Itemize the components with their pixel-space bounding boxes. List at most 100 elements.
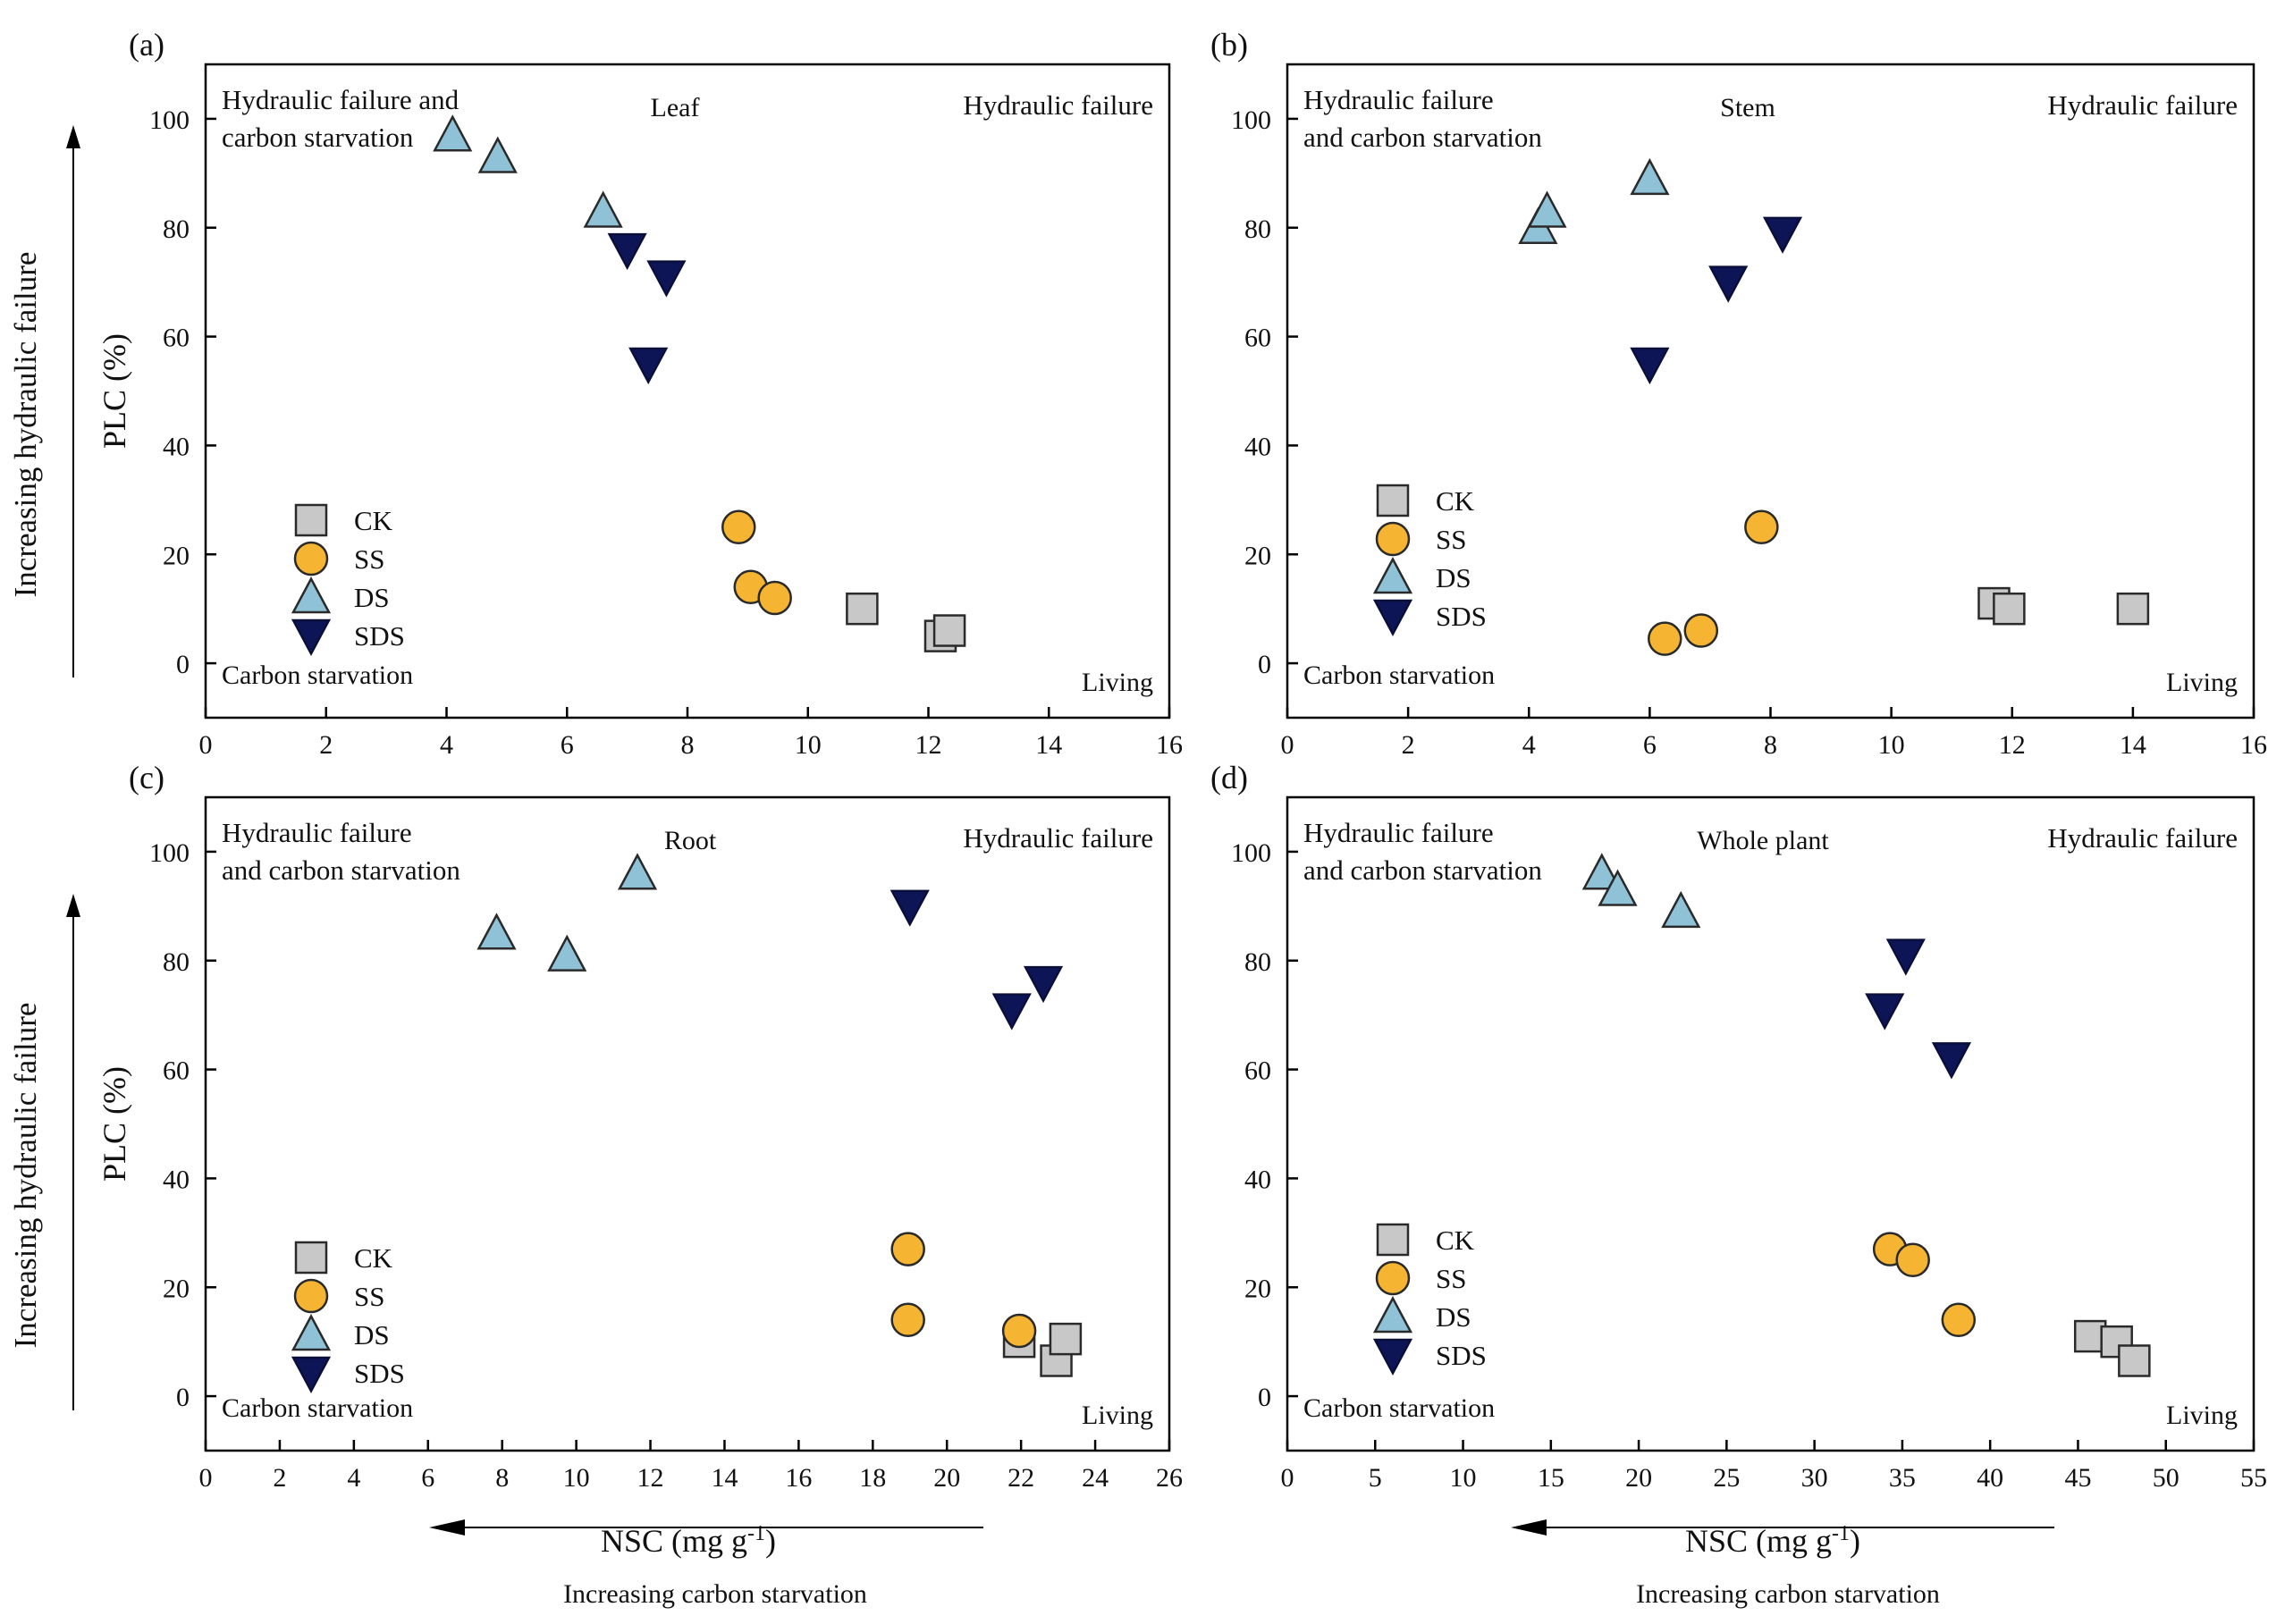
series-ds bbox=[476, 853, 658, 972]
hydraulic-failure-arrow-head bbox=[66, 894, 80, 917]
y-tick-label: 80 bbox=[163, 215, 190, 244]
legend-label-ck: CK bbox=[1436, 1224, 1475, 1256]
legend-label-ck: CK bbox=[354, 505, 393, 536]
data-point-ck bbox=[2118, 1344, 2151, 1377]
legend-marker-ss bbox=[1375, 521, 1411, 557]
quadrant-label-top-left: Hydraulic failure bbox=[1303, 817, 1494, 848]
panel-label: (c) bbox=[129, 760, 164, 795]
data-point-sds bbox=[1885, 938, 1926, 976]
y-tick-label: 100 bbox=[149, 105, 190, 135]
data-point-ck bbox=[1049, 1322, 1083, 1356]
quadrant-label-top-left-line2: and carbon starvation bbox=[222, 854, 460, 886]
panel-title: Leaf bbox=[651, 93, 700, 122]
legend-label-ds: DS bbox=[1436, 562, 1471, 593]
legend-marker-ds bbox=[291, 1313, 332, 1351]
series-ck bbox=[846, 592, 966, 652]
y-tick-label: 40 bbox=[1244, 432, 1271, 461]
y-tick-label: 100 bbox=[149, 838, 190, 868]
quadrant-label-bottom-right: Living bbox=[2166, 1401, 2238, 1430]
legend-label-sds: SDS bbox=[1436, 1340, 1487, 1371]
x-tick-label: 35 bbox=[1889, 1463, 1916, 1493]
series-sds bbox=[1630, 216, 1803, 385]
data-point-ss bbox=[757, 580, 792, 616]
x-tick-label: 10 bbox=[563, 1463, 590, 1493]
y-tick-label: 20 bbox=[163, 541, 190, 570]
data-point-sds bbox=[1865, 993, 1905, 1031]
carbon-starvation-axis-label: Increasing carbon starvation bbox=[563, 1579, 867, 1609]
x-tick-label: 6 bbox=[421, 1463, 434, 1493]
x-tick-label: 0 bbox=[1281, 730, 1294, 760]
x-tick-label: 24 bbox=[1082, 1463, 1109, 1493]
data-point-ss bbox=[1941, 1302, 1977, 1338]
y-tick-label: 80 bbox=[1244, 947, 1271, 977]
legend-label-ds: DS bbox=[354, 582, 390, 613]
data-point-ds bbox=[1581, 853, 1622, 890]
quadrant-label-bottom-left: Carbon starvation bbox=[1303, 1393, 1495, 1423]
y-tick-label: 20 bbox=[1244, 1274, 1271, 1303]
data-point-ds bbox=[583, 190, 623, 228]
legend-label-ss: SS bbox=[354, 543, 384, 575]
x-tick-label: 8 bbox=[681, 730, 695, 760]
y-tick-label: 100 bbox=[1231, 838, 1271, 868]
x-tick-label: 4 bbox=[440, 730, 453, 760]
quadrant-label-top-right: Hydraulic failure bbox=[2047, 89, 2238, 121]
x-tick-label: 15 bbox=[1538, 1463, 1564, 1493]
carbon-starvation-arrow-head bbox=[1511, 1519, 1547, 1536]
legend-label-sds: SDS bbox=[1436, 601, 1487, 632]
legend-marker-ss bbox=[293, 1278, 329, 1314]
quadrant-label-top-right: Hydraulic failure bbox=[2047, 822, 2238, 854]
series-ss bbox=[1872, 1232, 1977, 1338]
y-tick-label: 80 bbox=[163, 947, 190, 977]
legend-label-ss: SS bbox=[1436, 1263, 1466, 1294]
x-tick-label: 30 bbox=[1801, 1463, 1828, 1493]
plot-frame bbox=[1286, 63, 2255, 719]
data-point-ss bbox=[1648, 621, 1682, 656]
series-ss bbox=[1648, 509, 1779, 656]
data-point-ck bbox=[932, 614, 966, 647]
data-point-ck bbox=[846, 592, 879, 626]
x-tick-label: 0 bbox=[1281, 1463, 1294, 1493]
x-tick-label: 8 bbox=[1764, 730, 1777, 760]
x-tick-label: 50 bbox=[2153, 1463, 2180, 1493]
y-tick-label: 60 bbox=[163, 1056, 190, 1086]
series-ds bbox=[433, 114, 623, 228]
data-point-ds bbox=[433, 114, 473, 152]
data-point-sds bbox=[1708, 265, 1749, 303]
y-tick-label: 40 bbox=[163, 1165, 190, 1194]
y-tick-label: 40 bbox=[1244, 1165, 1271, 1194]
data-point-ds bbox=[1661, 890, 1701, 929]
y-tick-label: 0 bbox=[1258, 1383, 1271, 1412]
x-tick-label: 6 bbox=[561, 730, 574, 760]
legend-label-ss: SS bbox=[1436, 524, 1466, 555]
data-point-sds bbox=[628, 347, 669, 385]
y-tick-label: 80 bbox=[1244, 215, 1271, 244]
legend-marker-ds bbox=[1372, 556, 1413, 594]
x-tick-label: 12 bbox=[915, 730, 942, 760]
legend-marker-sds bbox=[1372, 599, 1413, 637]
quadrant-label-bottom-left: Carbon starvation bbox=[222, 1393, 413, 1423]
x-tick-label: 14 bbox=[1035, 730, 1062, 760]
x-tick-label: 8 bbox=[495, 1463, 509, 1493]
series-sds bbox=[1865, 938, 1972, 1080]
data-point-sds bbox=[646, 260, 687, 298]
legend-label-ck: CK bbox=[354, 1242, 393, 1274]
panel-title: Stem bbox=[1720, 93, 1775, 122]
data-point-sds bbox=[607, 232, 647, 271]
y-axis-label: PLC (%) bbox=[97, 1066, 132, 1182]
x-tick-label: 40 bbox=[1977, 1463, 2003, 1493]
x-tick-label: 45 bbox=[2064, 1463, 2091, 1493]
data-point-ds bbox=[547, 934, 587, 972]
data-point-ss bbox=[890, 1302, 925, 1338]
quadrant-label-bottom-left: Carbon starvation bbox=[222, 661, 413, 690]
quadrant-label-top-left-line2: carbon starvation bbox=[222, 122, 414, 153]
legend-label-ds: DS bbox=[354, 1319, 390, 1351]
y-tick-label: 20 bbox=[163, 1274, 190, 1303]
data-point-ds bbox=[617, 853, 658, 890]
x-tick-label: 12 bbox=[637, 1463, 664, 1493]
x-tick-label: 16 bbox=[2240, 730, 2267, 760]
legend-label-sds: SDS bbox=[354, 620, 405, 652]
series-ds bbox=[1581, 853, 1701, 929]
series-ck bbox=[1977, 586, 2150, 626]
x-tick-label: 12 bbox=[1999, 730, 2026, 760]
